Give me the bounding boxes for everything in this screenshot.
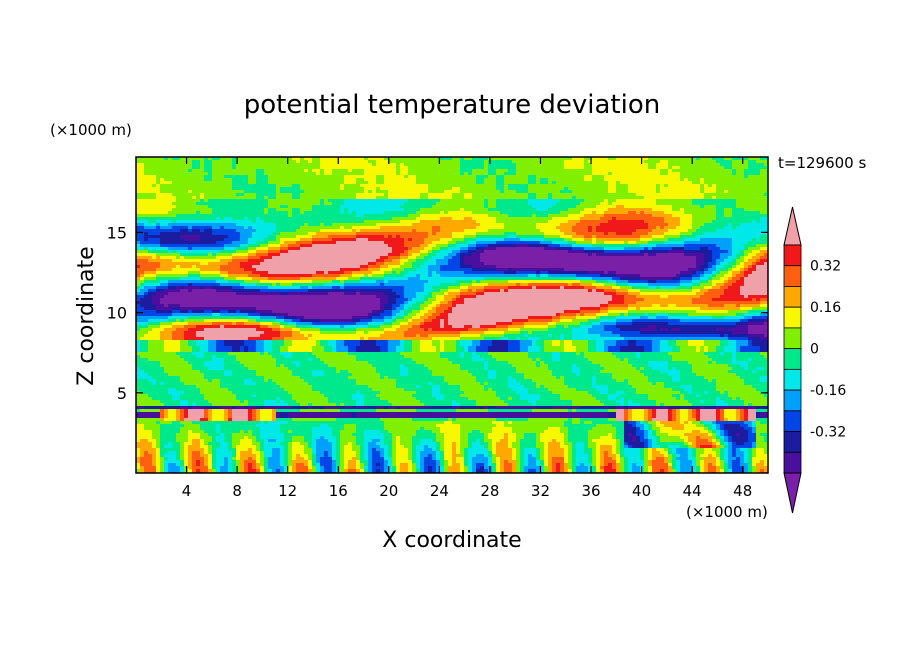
time-label: t=129600 s (778, 154, 866, 172)
heatmap-field (136, 157, 769, 476)
y-axis-unit: (×1000 m) (50, 121, 132, 139)
chart-title: potential temperature deviation (244, 90, 660, 120)
